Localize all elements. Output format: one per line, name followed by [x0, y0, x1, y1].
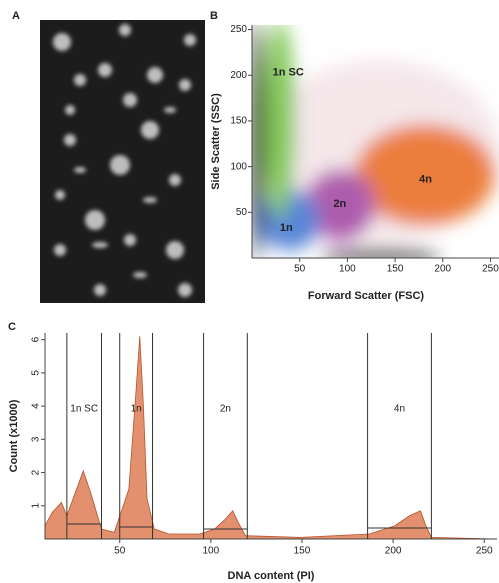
micrograph: [40, 20, 205, 303]
x-tick-label: 150: [294, 546, 311, 557]
annotation: 1n SC: [273, 66, 304, 78]
x-tick-label: 250: [476, 546, 493, 557]
y-tick-label: 200: [230, 70, 247, 81]
panel-label: C: [8, 321, 16, 333]
x-tick-label: 50: [114, 546, 126, 557]
gate-label: 2n: [220, 404, 231, 415]
gate-label: 4n: [394, 404, 405, 415]
panel-label: B: [210, 10, 218, 22]
histogram-area: [44, 336, 498, 540]
x-tick-label: 100: [339, 264, 356, 275]
x-tick-label: 50: [294, 264, 306, 275]
annotation: 2n: [333, 198, 346, 210]
y-tick-label: 250: [230, 24, 247, 35]
y-tick-label: 1: [31, 503, 42, 509]
panel-label: A: [12, 10, 20, 22]
y-tick-label: 50: [236, 207, 248, 218]
y-tick-label: 6: [31, 336, 42, 342]
y-axis-label: Side Scatter (SSC): [210, 93, 222, 190]
y-tick-label: 4: [31, 403, 42, 409]
y-axis-label: Count (x1000): [8, 399, 20, 472]
y-tick-label: 5: [31, 370, 42, 376]
y-tick-label: 100: [230, 161, 247, 172]
x-tick-label: 150: [387, 264, 404, 275]
annotation: 4n: [419, 173, 432, 185]
x-tick-label: 200: [434, 264, 451, 275]
x-axis-label: Forward Scatter (FSC): [308, 290, 424, 302]
y-tick-label: 2: [31, 469, 42, 475]
annotation: 1n: [280, 222, 293, 234]
y-tick-label: 3: [31, 436, 42, 442]
y-tick-label: 150: [230, 116, 247, 127]
x-tick-label: 250: [482, 264, 499, 275]
gate-label: 1n: [131, 404, 142, 415]
gate-label: 1n SC: [70, 404, 98, 415]
x-tick-label: 200: [385, 546, 402, 557]
x-tick-label: 100: [203, 546, 220, 557]
x-axis-label: DNA content (PI): [228, 570, 315, 582]
scatter-density: [252, 25, 499, 258]
